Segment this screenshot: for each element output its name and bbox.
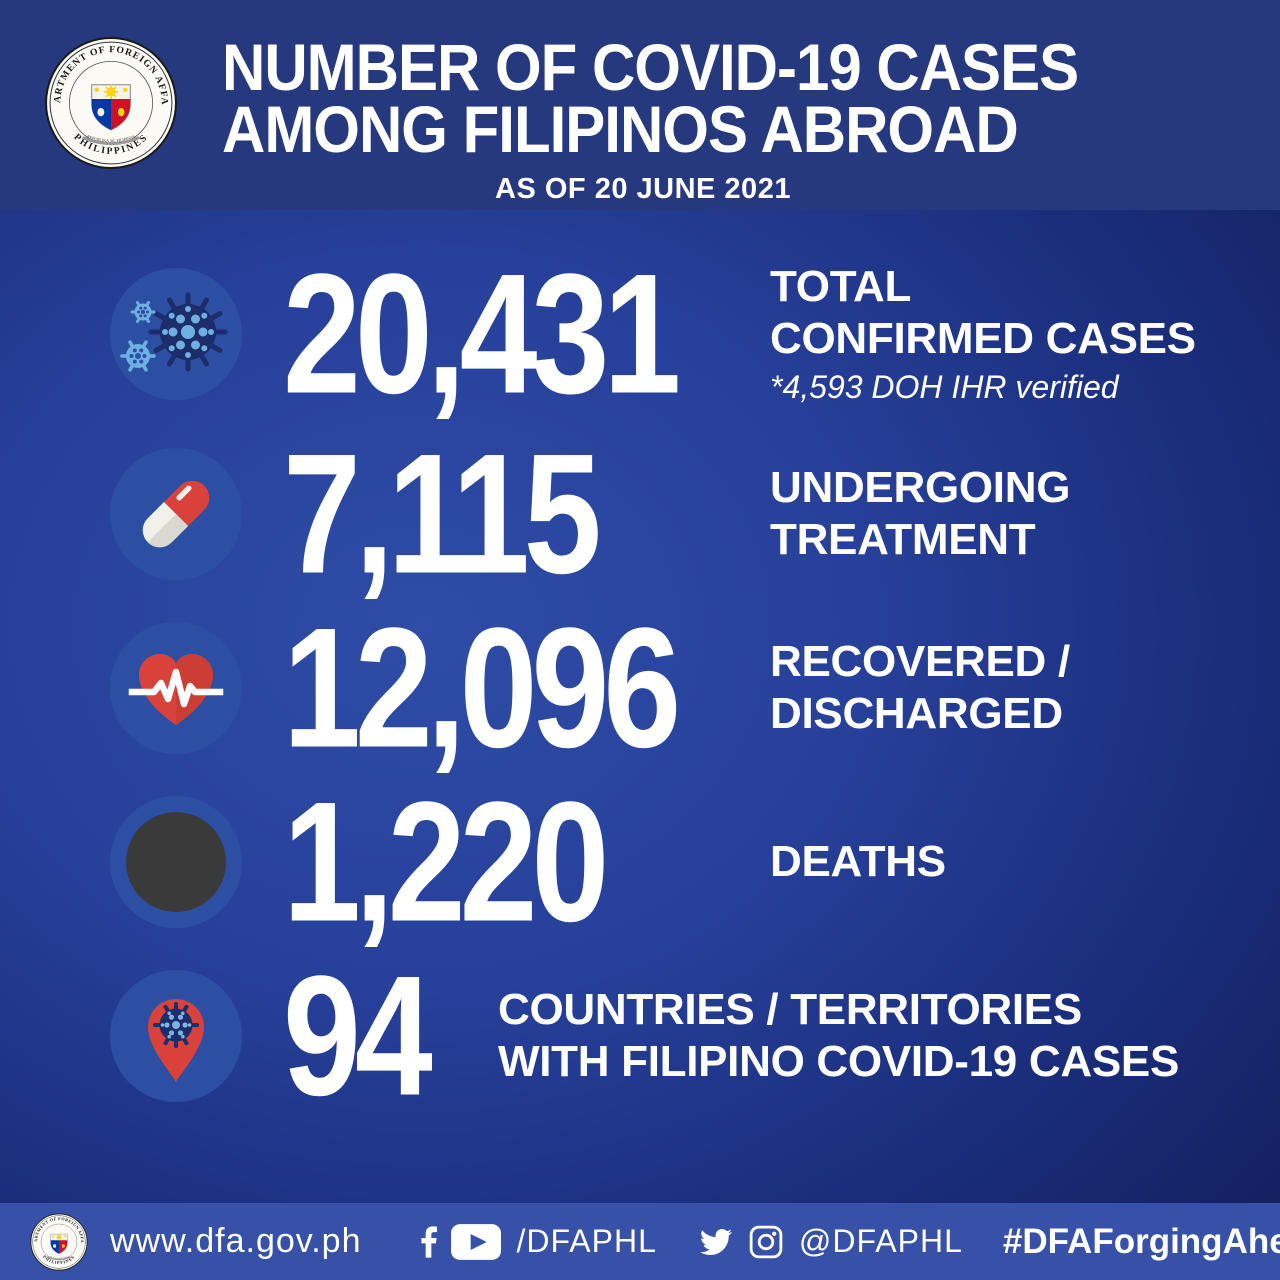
doh-ihr-verified-note: *4,593 DOH IHR verified	[770, 369, 1119, 406]
map-pin-virus-icon	[110, 970, 242, 1102]
page-title-line2: AMONG FILIPINOS ABROAD	[222, 93, 1019, 167]
stat-row-countries: 94 COUNTRIES / TERRITORIES WITH FILIPINO…	[0, 950, 1280, 1121]
stat-row-total-confirmed: 20,431 TOTAL CONFIRMED CASES *4,593 DOH …	[0, 248, 1280, 419]
campaign-hashtag: #DFAForgingAhead	[1002, 1221, 1280, 1261]
twitter-instagram-icons	[697, 1225, 783, 1259]
facebook-icon	[420, 1225, 437, 1258]
title-block: NUMBER OF COVID-19 CASES AMONG FILIPINOS…	[222, 30, 1079, 206]
heart-pulse-icon	[110, 622, 242, 754]
stat-label-countries: COUNTRIES / TERRITORIES WITH FILIPINO CO…	[498, 985, 1179, 1086]
stat-row-deaths: 1,220 DEATHS	[0, 776, 1280, 947]
tw-ig-handle: @DFAPHL	[798, 1223, 963, 1259]
stat-row-recovered: 12,096 RECOVERED / DISCHARGED	[0, 602, 1280, 773]
footer: www.dfa.gov.ph /DFAPHL @DFAPHL #DFAForgi…	[0, 1203, 1280, 1280]
pill-icon	[110, 448, 242, 580]
stat-row-undergoing-treatment: 7,115 UNDERGOING TREATMENT	[0, 428, 1280, 599]
stat-value-countries: 94	[283, 939, 433, 1132]
stats-panel: 20,431 TOTAL CONFIRMED CASES *4,593 DOH …	[0, 210, 1280, 1203]
page-title-line1: NUMBER OF COVID-19 CASES	[222, 30, 1079, 105]
stat-label-total-confirmed: TOTAL CONFIRMED CASES *4,593 DOH IHR ver…	[770, 262, 1196, 406]
youtube-icon	[450, 1223, 501, 1260]
as-of-date: AS OF 20 JUNE 2021	[495, 172, 791, 205]
stat-value-recovered: 12,096	[283, 591, 681, 784]
stat-value-total-confirmed: 20,431	[283, 237, 681, 430]
header: DEPARTMENT OF FOREIGN AFFAIRS PHILIPPINE…	[0, 0, 1280, 210]
fb-yt-handle: /DFAPHL	[516, 1223, 657, 1259]
virus-icon	[110, 268, 242, 400]
stat-label-undergoing-treatment: UNDERGOING TREATMENT	[770, 463, 1071, 564]
website-url: www.dfa.gov.ph	[110, 1222, 362, 1260]
facebook-youtube-icons	[420, 1223, 501, 1260]
twitter-icon	[699, 1228, 732, 1255]
dfa-seal-logo-small	[30, 1213, 88, 1271]
stat-label-deaths: DEATHS	[770, 837, 946, 887]
stat-label-recovered: RECOVERED / DISCHARGED	[770, 637, 1070, 738]
stat-value-deaths: 1,220	[283, 765, 609, 958]
death-circle-icon	[110, 796, 242, 928]
dfa-seal-logo: DEPARTMENT OF FOREIGN AFFAIRS PHILIPPINE…	[44, 36, 178, 170]
instagram-icon	[749, 1225, 783, 1258]
stat-value-undergoing-treatment: 7,115	[283, 417, 602, 610]
